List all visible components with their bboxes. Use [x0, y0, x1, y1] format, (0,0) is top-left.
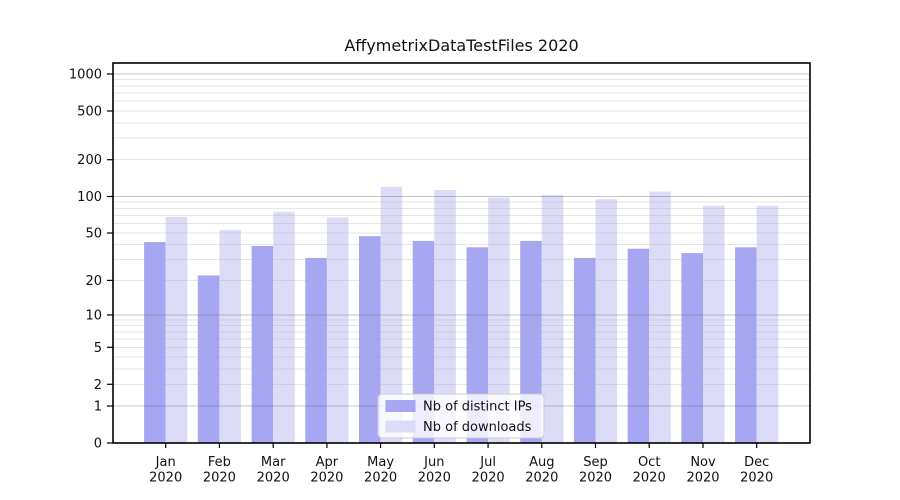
bar-nb-of-downloads-feb	[219, 229, 241, 443]
legend-swatch-distinct-ips	[385, 400, 416, 412]
bar-nb-of-distinct-ips-nov	[681, 253, 703, 443]
x-tick-label-month-apr: Apr	[316, 455, 339, 470]
bar-nb-of-downloads-dec	[756, 205, 779, 443]
bar-nb-of-distinct-ips-jan	[144, 242, 166, 443]
y-axis: 0 1 2 5 10 20 50 100 200 500 1000	[69, 68, 113, 452]
grid-layer	[113, 73, 810, 407]
bar-nb-of-downloads-jul	[488, 197, 510, 443]
x-axis: Jan2020Feb2020Mar2020Apr2020May2020Jun20…	[149, 443, 773, 486]
x-tick-label-month-sep: Sep	[583, 455, 608, 470]
x-tick-label-month-may: May	[367, 455, 394, 470]
bar-nb-of-downloads-sep	[595, 199, 618, 443]
y-tick-label-50: 50	[85, 227, 102, 242]
bar-nb-of-downloads-jun	[434, 190, 456, 443]
legend-box	[377, 393, 545, 439]
bar-nb-of-downloads-apr	[326, 217, 349, 443]
legend-label-downloads: Nb of downloads	[423, 420, 532, 435]
x-tick-label-year-may: 2020	[364, 471, 397, 486]
bar-nb-of-distinct-ips-may	[359, 236, 381, 443]
y-tick-label-0: 0	[94, 437, 102, 452]
y-tick-label-5: 5	[94, 341, 102, 356]
y-tick-label-1000: 1000	[69, 68, 102, 83]
chart-title: AffymetrixDataTestFiles 2020	[344, 36, 578, 55]
bar-nb-of-distinct-ips-feb	[197, 275, 220, 443]
x-tick-label-month-jan: Jan	[155, 455, 176, 470]
x-tick-label-month-jul: Jul	[479, 455, 496, 470]
x-tick-label-year-apr: 2020	[310, 471, 343, 486]
x-tick-label-year-sep: 2020	[579, 471, 612, 486]
y-tick-label-100: 100	[77, 190, 102, 205]
x-tick-label-year-jul: 2020	[472, 471, 505, 486]
bar-nb-of-downloads-aug	[541, 194, 564, 443]
x-tick-label-year-jan: 2020	[149, 471, 182, 486]
y-tick-label-10: 10	[85, 308, 102, 323]
y-tick-label-1: 1	[94, 400, 102, 415]
bar-nb-of-distinct-ips-jun	[412, 240, 435, 443]
bar-nb-of-downloads-may	[380, 186, 403, 443]
legend: Nb of distinct IPs Nb of downloads	[377, 393, 545, 439]
bar-nb-of-downloads-jan	[165, 216, 188, 443]
x-tick-label-month-nov: Nov	[690, 455, 716, 470]
bar-nb-of-distinct-ips-dec	[735, 247, 757, 443]
y-tick-label-500: 500	[77, 105, 102, 120]
x-tick-label-year-feb: 2020	[203, 471, 236, 486]
x-tick-label-year-nov: 2020	[686, 471, 719, 486]
y-tick-label-20: 20	[85, 274, 102, 289]
bar-nb-of-distinct-ips-aug	[520, 240, 542, 443]
legend-swatch-downloads	[385, 420, 416, 433]
x-tick-label-year-jun: 2020	[418, 471, 451, 486]
plot-border	[112, 62, 811, 444]
bar-nb-of-downloads-nov	[703, 205, 725, 443]
bar-nb-of-distinct-ips-oct	[627, 248, 650, 443]
legend-label-distinct-ips: Nb of distinct IPs	[423, 400, 532, 415]
x-tick-label-month-aug: Aug	[529, 455, 554, 470]
bar-nb-of-downloads-mar	[273, 211, 295, 443]
bar-nb-of-distinct-ips-mar	[251, 246, 274, 443]
x-tick-label-month-dec: Dec	[744, 455, 769, 470]
x-tick-label-month-feb: Feb	[208, 455, 231, 470]
x-tick-label-month-oct: Oct	[638, 455, 660, 470]
bar-nb-of-distinct-ips-sep	[573, 257, 596, 443]
x-tick-label-year-dec: 2020	[740, 471, 773, 486]
x-tick-label-year-aug: 2020	[525, 471, 558, 486]
x-tick-label-year-mar: 2020	[257, 471, 290, 486]
x-tick-label-year-oct: 2020	[633, 471, 666, 486]
bar-nb-of-distinct-ips-apr	[305, 257, 327, 443]
x-tick-label-month-mar: Mar	[261, 455, 286, 470]
x-tick-label-month-jun: Jun	[423, 455, 444, 470]
y-tick-label-200: 200	[77, 153, 102, 168]
y-tick-label-2: 2	[94, 378, 102, 393]
bar-nb-of-downloads-oct	[649, 191, 671, 443]
